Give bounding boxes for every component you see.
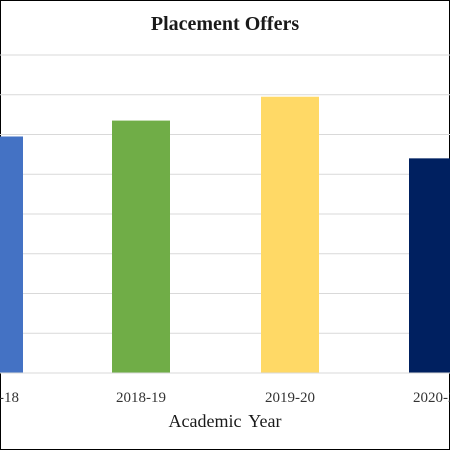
x-tick-label: 2017-18: [0, 390, 19, 406]
gridlines: [0, 54, 450, 334]
bar-2017-18: [0, 136, 23, 373]
bar-2018-19: [112, 120, 170, 374]
bar-2019-20: [261, 96, 319, 374]
x-axis-title: Academic Year: [168, 411, 282, 431]
chart-title: Placement Offers: [150, 13, 300, 35]
bar-2020-21: [409, 158, 450, 373]
x-tick-label: 2018-19: [116, 390, 166, 406]
bars: [0, 96, 450, 374]
x-tick-label: 2020-21: [413, 390, 450, 406]
x-tick-label: 2019-20: [265, 390, 315, 406]
x-tick-labels: 2017-18 2018-19 2019-20 2020-21: [0, 390, 450, 406]
